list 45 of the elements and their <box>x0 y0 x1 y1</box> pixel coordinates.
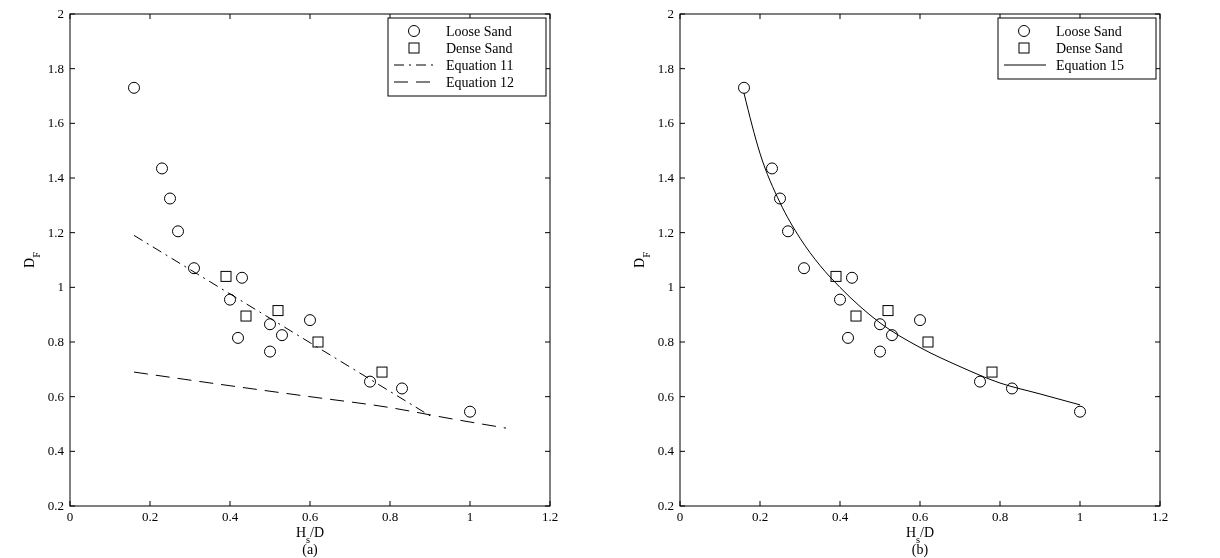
x-tick-label: 0.4 <box>221 509 239 524</box>
y-tick-label: 0.8 <box>657 334 674 349</box>
y-tick-label: 0.8 <box>47 334 64 349</box>
x-tick-label: 0.2 <box>141 509 159 524</box>
x-tick-label: 0.8 <box>381 509 399 524</box>
y-tick-label: 2 <box>667 6 674 21</box>
x-axis-title: H$_{s}$/D <box>295 525 325 545</box>
y-tick-label: 1.8 <box>657 60 674 76</box>
y-tick-label: 0.4 <box>47 443 65 459</box>
legend-label: Dense Sand <box>1056 41 1123 56</box>
x-tick-label: 0.8 <box>991 509 1009 524</box>
legend-label: Equation 15 <box>1056 58 1125 73</box>
x-tick-label: 1 <box>1076 509 1084 524</box>
x-tick-label: 0.2 <box>751 509 769 524</box>
text: (b) <box>911 542 929 558</box>
y-tick-label: 1.6 <box>657 115 675 131</box>
legend-label: Loose Sand <box>446 24 512 39</box>
x-tick-label: 0 <box>676 509 684 524</box>
legend-label: Loose Sand <box>1056 24 1122 39</box>
x-tick-label: 0 <box>66 509 74 524</box>
y-tick-label: 1 <box>667 279 674 295</box>
x-tick-label: 0.6 <box>301 509 319 524</box>
x-tick-label: 1 <box>466 509 474 524</box>
y-tick-label: 1.4 <box>657 170 675 185</box>
y-tick-label: 1.2 <box>657 224 674 240</box>
y-tick-label: 0.2 <box>657 498 674 513</box>
legend-label: Equation 12 <box>446 75 515 90</box>
y-tick-label: 0.6 <box>47 388 65 404</box>
y-tick-label: 2 <box>57 6 64 21</box>
legend-label: Dense Sand <box>446 41 513 56</box>
y-tick-label: 1.8 <box>47 60 64 76</box>
y-tick-label: 0.4 <box>657 443 675 459</box>
y-tick-label: 1.2 <box>47 224 64 240</box>
x-tick-label: 0.6 <box>911 509 929 524</box>
y-tick-label: 1.4 <box>47 170 65 185</box>
x-tick-label: 0.4 <box>831 509 849 524</box>
y-tick-label: 1 <box>57 279 64 295</box>
y-tick-label: 0.2 <box>47 498 64 513</box>
x-tick-label: 1.2 <box>541 509 559 524</box>
legend-label: Equation 11 <box>446 58 514 73</box>
x-tick-label: 1.2 <box>1151 509 1169 524</box>
text: (a) <box>302 542 319 558</box>
y-tick-label: 0.6 <box>657 388 675 404</box>
y-tick-label: 1.6 <box>47 115 65 131</box>
x-axis-title: H$_{s}$/D <box>905 525 935 545</box>
